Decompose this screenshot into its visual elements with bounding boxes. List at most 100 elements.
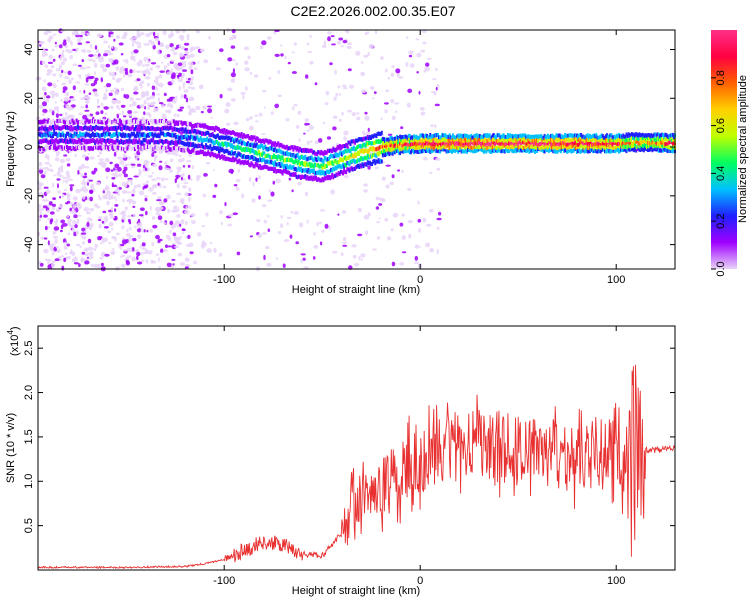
ridge-cell: [127, 133, 130, 137]
noise-speck: [70, 41, 73, 47]
ridge-cell: [638, 144, 641, 149]
ridge-cell: [261, 165, 264, 170]
ridge-cell: [229, 138, 232, 143]
ridge-cell: [385, 140, 388, 145]
ridge-cell: [136, 139, 139, 144]
noise-speck: [435, 67, 438, 71]
ridge-cell: [335, 147, 338, 152]
ridge-cell: [197, 130, 200, 135]
ridge-cell: [263, 145, 266, 150]
ridge-cell: [63, 138, 66, 143]
ridge-cell: [180, 120, 183, 125]
ridge-cell: [80, 138, 82, 143]
noise-speck: [77, 38, 81, 43]
noise-speck: [59, 44, 63, 49]
noise-speck: [161, 114, 167, 120]
ridge-cell: [285, 158, 288, 163]
ridge-cell: [495, 148, 498, 153]
noise-speck: [100, 242, 103, 245]
ridge-cell: [663, 144, 666, 149]
ridge-cell: [340, 170, 343, 175]
noise-speck: [59, 204, 63, 209]
ridge-cell: [570, 149, 573, 154]
ridge-cell: [368, 135, 371, 139]
ridge-cell: [566, 137, 569, 142]
ridge-cell: [414, 140, 417, 145]
ridge-cell: [305, 157, 308, 162]
noise-speck: [163, 249, 167, 253]
ridge-cell: [660, 148, 662, 153]
ridge-cell: [169, 125, 172, 130]
ridge-cell: [50, 140, 53, 145]
ridge-cell: [420, 139, 423, 144]
noise-speck: [387, 76, 391, 80]
noise-speck: [110, 194, 114, 200]
ridge-cell: [190, 142, 192, 147]
ridge-cell: [405, 149, 408, 154]
ridge-cell: [39, 120, 42, 125]
ridge-cell: [463, 149, 466, 154]
ridge-cell: [385, 152, 388, 157]
noise-speck: [298, 138, 301, 143]
ridge-cell: [259, 152, 261, 157]
noise-speck: [142, 167, 145, 171]
ridge-cell: [587, 135, 590, 140]
ridge-cell: [409, 150, 412, 155]
noise-speck: [56, 68, 61, 72]
ridge-cell: [266, 139, 269, 144]
noise-speck: [355, 50, 361, 56]
ridge-cell: [68, 139, 71, 144]
ridge-cell: [552, 134, 555, 139]
noise-speck: [150, 62, 157, 65]
ridge-cell: [336, 160, 339, 165]
ridge-cell: [293, 145, 296, 150]
ridge-cell: [374, 133, 377, 138]
ridge-cell: [298, 156, 301, 160]
ridge-cell: [537, 134, 540, 139]
noise-speck: [70, 104, 76, 108]
ridge-cell: [178, 140, 181, 145]
noise-speck: [343, 174, 349, 179]
ridge-cell: [504, 142, 507, 147]
ridge-cell: [561, 137, 564, 142]
ridge-cell: [347, 161, 350, 166]
ridge-cell: [53, 139, 56, 144]
noise-speck: [188, 110, 192, 116]
noise-speck: [52, 93, 56, 97]
ridge-cell: [443, 140, 446, 145]
noise-speck: [159, 70, 165, 73]
ridge-cell: [563, 142, 565, 146]
ridge-cell: [252, 164, 255, 169]
ridge-cell: [209, 138, 212, 142]
ridge-cell: [239, 160, 242, 165]
ridge-cell: [437, 145, 440, 150]
ridge-cell: [362, 136, 365, 141]
ridge-cell: [429, 141, 432, 146]
ridge-cell: [178, 135, 181, 140]
ridge-cell: [474, 141, 477, 146]
ridge-cell: [607, 149, 610, 154]
noise-speck: [106, 190, 112, 196]
ridge-cell: [448, 141, 451, 146]
noise-speck: [166, 151, 172, 155]
ridge-cell: [257, 165, 260, 170]
ridge-cell: [66, 138, 68, 143]
ridge-cell: [283, 145, 286, 150]
noise-speck: [253, 74, 259, 78]
ridge-cell: [259, 144, 261, 149]
snr-ytick-label: 1.5: [23, 429, 35, 444]
ridge-cell: [658, 134, 661, 139]
ridge-cell: [552, 141, 555, 145]
noise-speck: [38, 104, 44, 109]
noise-speck: [61, 49, 65, 53]
ridge-cell: [542, 145, 545, 150]
noise-speck: [120, 87, 125, 92]
ridge-cell: [660, 136, 662, 141]
noise-speck: [60, 61, 65, 66]
noise-speck: [103, 226, 109, 229]
ridge-cell: [370, 146, 372, 151]
noise-speck: [68, 178, 73, 182]
ridge-cell: [607, 144, 610, 149]
noise-speck: [84, 230, 87, 233]
ridge-cell: [595, 141, 598, 146]
